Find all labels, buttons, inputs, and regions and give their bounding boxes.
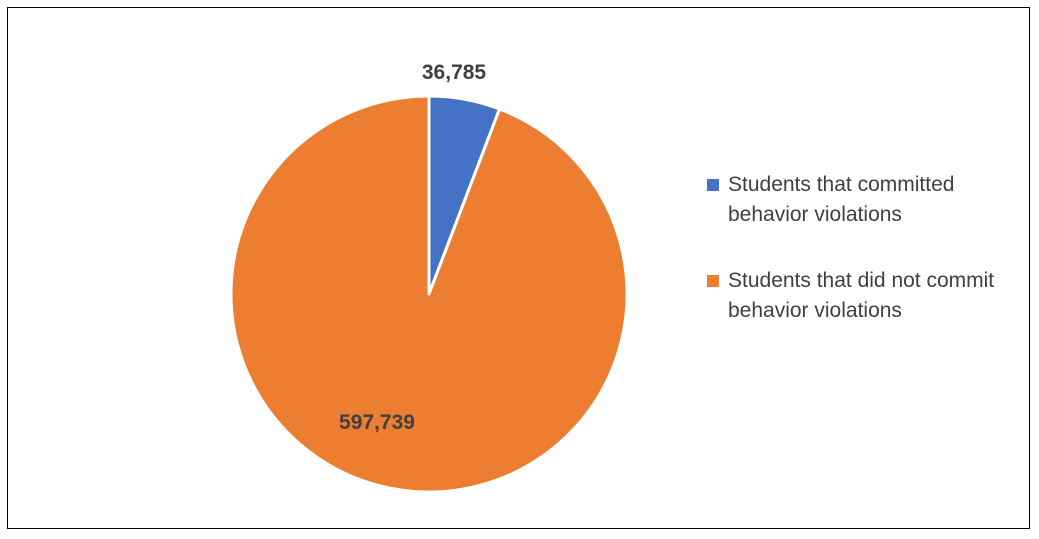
legend-item-violations: Students that committed behavior violati…	[706, 170, 1006, 230]
pie-slice-no-violations	[229, 94, 629, 494]
legend-swatch-violations	[707, 179, 719, 191]
legend: Students that committed behavior violati…	[706, 170, 1006, 326]
legend-item-no-violations: Students that did not commit behavior vi…	[706, 266, 1006, 326]
data-label-no-violations: 597,739	[339, 411, 415, 434]
pie-data-labels: 36,785 597,739	[339, 61, 486, 434]
legend-label-violations: Students that committed behavior violati…	[728, 173, 955, 226]
legend-swatch-no-violations	[707, 275, 719, 287]
pie-slices	[229, 94, 629, 494]
legend-label-no-violations: Students that did not commit behavior vi…	[728, 269, 995, 322]
data-label-violations: 36,785	[422, 61, 487, 84]
